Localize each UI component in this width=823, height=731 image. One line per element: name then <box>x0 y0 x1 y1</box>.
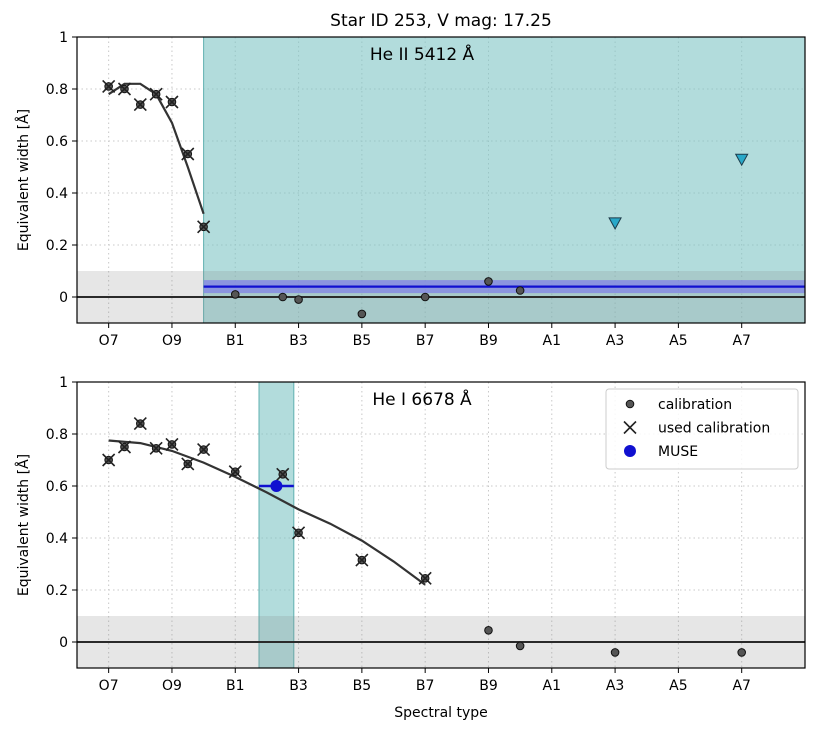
x-tick-label: B3 <box>289 678 308 694</box>
y-tick-label: 0 <box>59 635 68 651</box>
y-tick-label: 0.6 <box>46 479 68 495</box>
used-calibration-cross <box>102 79 116 93</box>
used-calibration-cross <box>165 95 179 109</box>
y-tick-label: 0.2 <box>46 238 68 254</box>
used-calibration-cross <box>291 526 306 540</box>
used-calibration-cross <box>276 467 290 481</box>
legend-label: calibration <box>658 397 732 413</box>
legend-label: MUSE <box>658 444 698 460</box>
calibration-point <box>484 626 493 635</box>
axes-frame <box>76 36 806 324</box>
x-tick-label: A7 <box>732 678 750 694</box>
x-tick-label: B1 <box>226 333 245 349</box>
axes-frame <box>76 381 806 669</box>
legend-calibration-marker <box>625 399 635 409</box>
used-calibration-cross <box>181 457 195 471</box>
used-calibration-cross <box>149 441 163 455</box>
plot-area <box>77 37 805 323</box>
legend-cross-marker <box>623 420 637 435</box>
bottom-panel: 0 0.2 0.4 0.6 0.8 1 O7 O9 B1 B3 B5 B7 B9 A1 A3 A5 A7 Equi… <box>15 375 806 694</box>
x-tick-label: A3 <box>606 333 624 349</box>
used-calibration-cross <box>117 82 132 96</box>
calibration-point <box>610 648 620 657</box>
used-calibration-cross <box>165 437 179 451</box>
used-calibration-cross <box>228 465 242 479</box>
x-tick-label: A3 <box>606 678 624 694</box>
calibration-point <box>278 292 288 302</box>
x-tick-label: A1 <box>543 678 561 694</box>
y-tick-label: 0.4 <box>46 186 68 202</box>
legend-muse-marker <box>624 445 636 457</box>
calibration-point <box>357 309 367 319</box>
used-calibration-cross <box>355 553 369 567</box>
y-tick-label: 0.8 <box>46 82 68 98</box>
y-tick-label: 0.4 <box>46 531 68 547</box>
legend-box <box>605 388 799 470</box>
line-annotation: He II 5412 Å <box>370 43 475 65</box>
x-tick-label: O7 <box>99 678 119 694</box>
y-axis-label: Equivalent width [Å] <box>15 109 32 251</box>
calibration-point <box>737 648 746 657</box>
calibration-point <box>230 290 240 299</box>
y-tick-label: 1 <box>59 375 68 391</box>
y-tick-label: 1 <box>59 30 68 46</box>
legend: calibration used calibration MUSE <box>605 388 799 470</box>
calibration-point <box>294 295 303 304</box>
used-calibration-cross <box>102 453 116 467</box>
x-tick-label: B5 <box>353 333 372 349</box>
line-annotation: He I 6678 Å <box>372 388 472 410</box>
x-tick-label: A7 <box>732 333 750 349</box>
calibration-point <box>515 286 525 295</box>
x-tick-label: B5 <box>353 678 372 694</box>
x-tick-label: B9 <box>479 678 498 694</box>
used-calibration-cross <box>149 87 163 101</box>
x-tick-label: O9 <box>162 678 182 694</box>
figure-title: Star ID 253, V mag: 17.25 <box>330 11 552 31</box>
x-tick-label: A5 <box>669 678 687 694</box>
shaded-region <box>203 37 805 323</box>
calibration-point <box>515 641 525 651</box>
shaded-region <box>259 382 294 668</box>
x-tick-label: B9 <box>479 333 498 349</box>
used-calibration-cross <box>133 417 147 431</box>
x-tick-label: A1 <box>543 333 561 349</box>
y-tick-label: 0 <box>59 290 68 306</box>
upper-limit-triangle <box>608 217 622 230</box>
calibration-point <box>420 292 430 302</box>
y-tick-label: 0.6 <box>46 134 68 150</box>
used-calibration-cross <box>418 571 432 585</box>
used-calibration-cross <box>133 98 147 112</box>
x-tick-label: B7 <box>416 333 435 349</box>
x-tick-label: A5 <box>669 333 687 349</box>
plot-area <box>77 382 805 668</box>
x-axis-label: Spectral type <box>394 705 488 721</box>
used-calibration-cross <box>197 443 211 457</box>
x-tick-label: B7 <box>416 678 435 694</box>
fit-curve <box>108 439 426 586</box>
used-calibration-cross <box>197 220 211 234</box>
x-tick-label: O9 <box>162 333 182 349</box>
calibration-point <box>484 277 493 286</box>
muse-point <box>270 480 283 492</box>
used-calibration-cross <box>117 440 132 454</box>
x-tick-label: B3 <box>289 333 308 349</box>
top-panel: 0 0.2 0.4 0.6 0.8 1 O7 O9 B1 B3 B5 B7 B9 A1 A3 A5 A7 Equi… <box>15 30 806 349</box>
upper-limit-triangle <box>734 153 749 167</box>
y-axis-label: Equivalent width [Å] <box>15 454 32 596</box>
fit-curve <box>108 82 205 215</box>
x-tick-label: B1 <box>226 678 245 694</box>
x-tick-label: O7 <box>99 333 119 349</box>
y-tick-label: 0.2 <box>46 583 68 599</box>
used-calibration-cross <box>181 147 195 161</box>
legend-label: used calibration <box>658 421 770 437</box>
y-tick-label: 0.8 <box>46 427 68 443</box>
